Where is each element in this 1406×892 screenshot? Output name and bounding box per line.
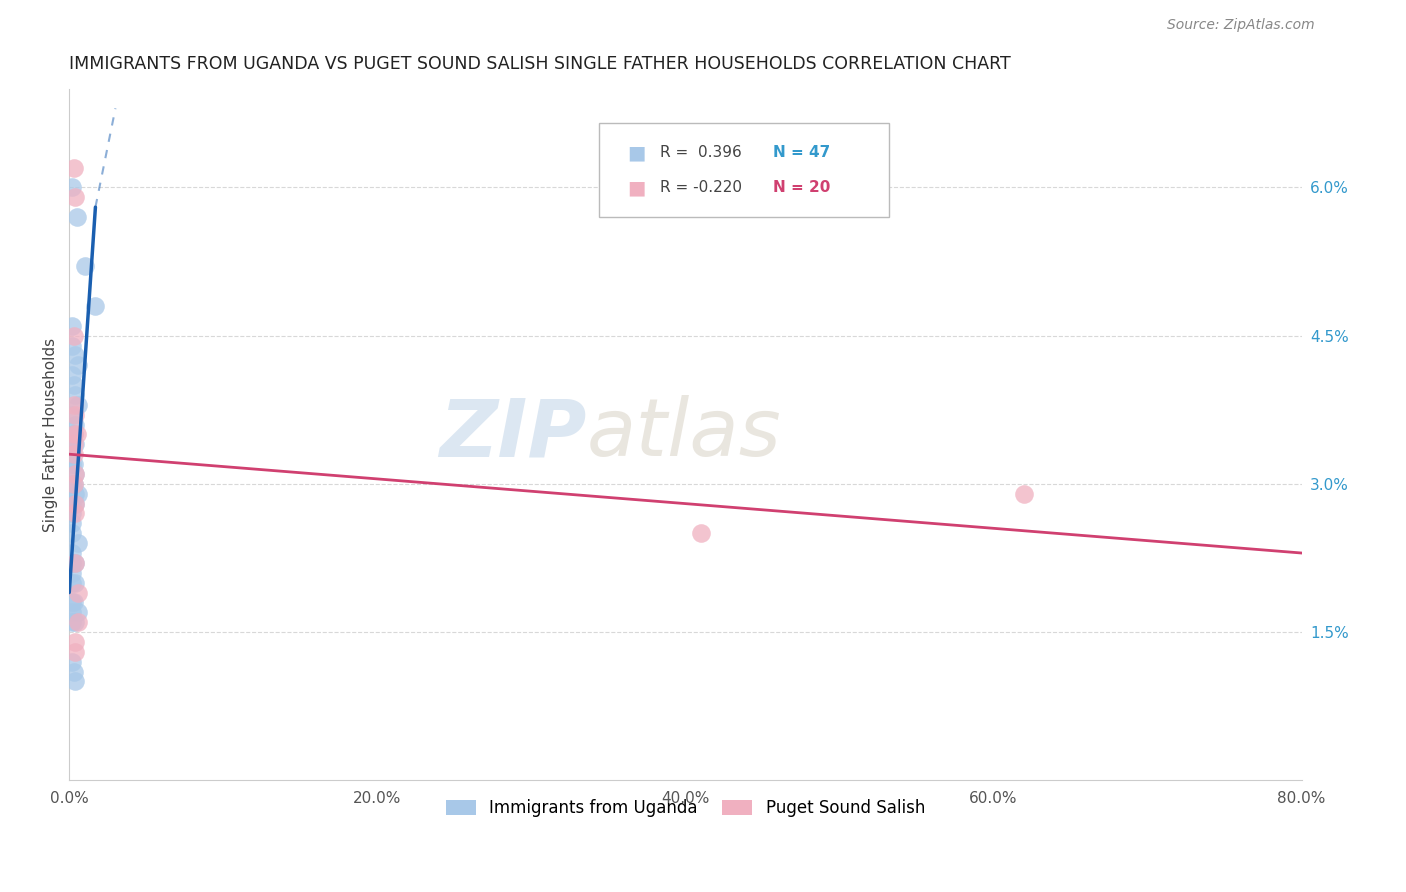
Point — [63, 447, 86, 461]
Point — [65, 556, 87, 570]
Point — [73, 260, 96, 274]
Point — [1014, 487, 1036, 501]
Point — [65, 645, 87, 659]
Point — [60, 615, 83, 630]
Point — [65, 615, 87, 630]
Point — [60, 566, 83, 580]
Point — [60, 447, 83, 461]
Legend: Immigrants from Uganda, Puget Sound Salish: Immigrants from Uganda, Puget Sound Sali… — [439, 792, 932, 824]
Point — [63, 427, 86, 442]
Point — [67, 487, 90, 501]
Point — [65, 635, 87, 649]
Point — [66, 427, 89, 442]
Point — [65, 190, 87, 204]
Point — [60, 457, 83, 471]
Point — [66, 210, 89, 224]
Point — [60, 338, 83, 352]
Y-axis label: Single Father Households: Single Father Households — [44, 337, 58, 532]
Text: ZIP: ZIP — [440, 395, 586, 474]
Point — [60, 497, 83, 511]
Point — [63, 427, 86, 442]
Point — [60, 605, 83, 619]
Point — [63, 665, 86, 679]
Text: N = 47: N = 47 — [773, 145, 830, 161]
Text: ■: ■ — [627, 178, 645, 197]
Point — [60, 516, 83, 531]
Point — [60, 575, 83, 590]
Point — [60, 368, 83, 383]
Point — [65, 507, 87, 521]
Point — [60, 556, 83, 570]
Point — [63, 437, 86, 451]
Point — [67, 536, 90, 550]
Point — [67, 615, 90, 630]
Point — [67, 585, 90, 599]
Text: atlas: atlas — [586, 395, 782, 474]
Point — [65, 417, 87, 432]
Text: IMMIGRANTS FROM UGANDA VS PUGET SOUND SALISH SINGLE FATHER HOUSEHOLDS CORRELATIO: IMMIGRANTS FROM UGANDA VS PUGET SOUND SA… — [69, 55, 1011, 73]
Point — [60, 318, 83, 333]
Point — [60, 526, 83, 541]
Point — [63, 476, 86, 491]
Point — [63, 476, 86, 491]
Point — [60, 427, 83, 442]
Point — [689, 526, 711, 541]
Point — [65, 467, 87, 481]
Point — [63, 378, 86, 392]
Point — [63, 161, 86, 175]
Point — [65, 497, 87, 511]
Point — [67, 398, 90, 412]
Point — [63, 457, 86, 471]
Point — [84, 299, 107, 313]
Point — [60, 595, 83, 609]
Point — [65, 408, 87, 422]
FancyBboxPatch shape — [599, 123, 889, 217]
Point — [65, 497, 87, 511]
Point — [60, 655, 83, 669]
Point — [67, 605, 90, 619]
Point — [63, 398, 86, 412]
Text: Source: ZipAtlas.com: Source: ZipAtlas.com — [1167, 18, 1315, 31]
Point — [65, 348, 87, 362]
Point — [63, 595, 86, 609]
Point — [63, 328, 86, 343]
Point — [60, 408, 83, 422]
Point — [60, 546, 83, 560]
Point — [65, 437, 87, 451]
Point — [65, 674, 87, 689]
Point — [60, 507, 83, 521]
Text: R = -0.220: R = -0.220 — [659, 180, 741, 195]
Point — [60, 476, 83, 491]
Text: N = 20: N = 20 — [773, 180, 831, 195]
Point — [65, 388, 87, 402]
Point — [60, 180, 83, 194]
Point — [65, 487, 87, 501]
Text: ■: ■ — [627, 144, 645, 162]
Text: R =  0.396: R = 0.396 — [659, 145, 741, 161]
Point — [65, 556, 87, 570]
Point — [65, 467, 87, 481]
Point — [67, 358, 90, 372]
Point — [60, 437, 83, 451]
Point — [65, 575, 87, 590]
